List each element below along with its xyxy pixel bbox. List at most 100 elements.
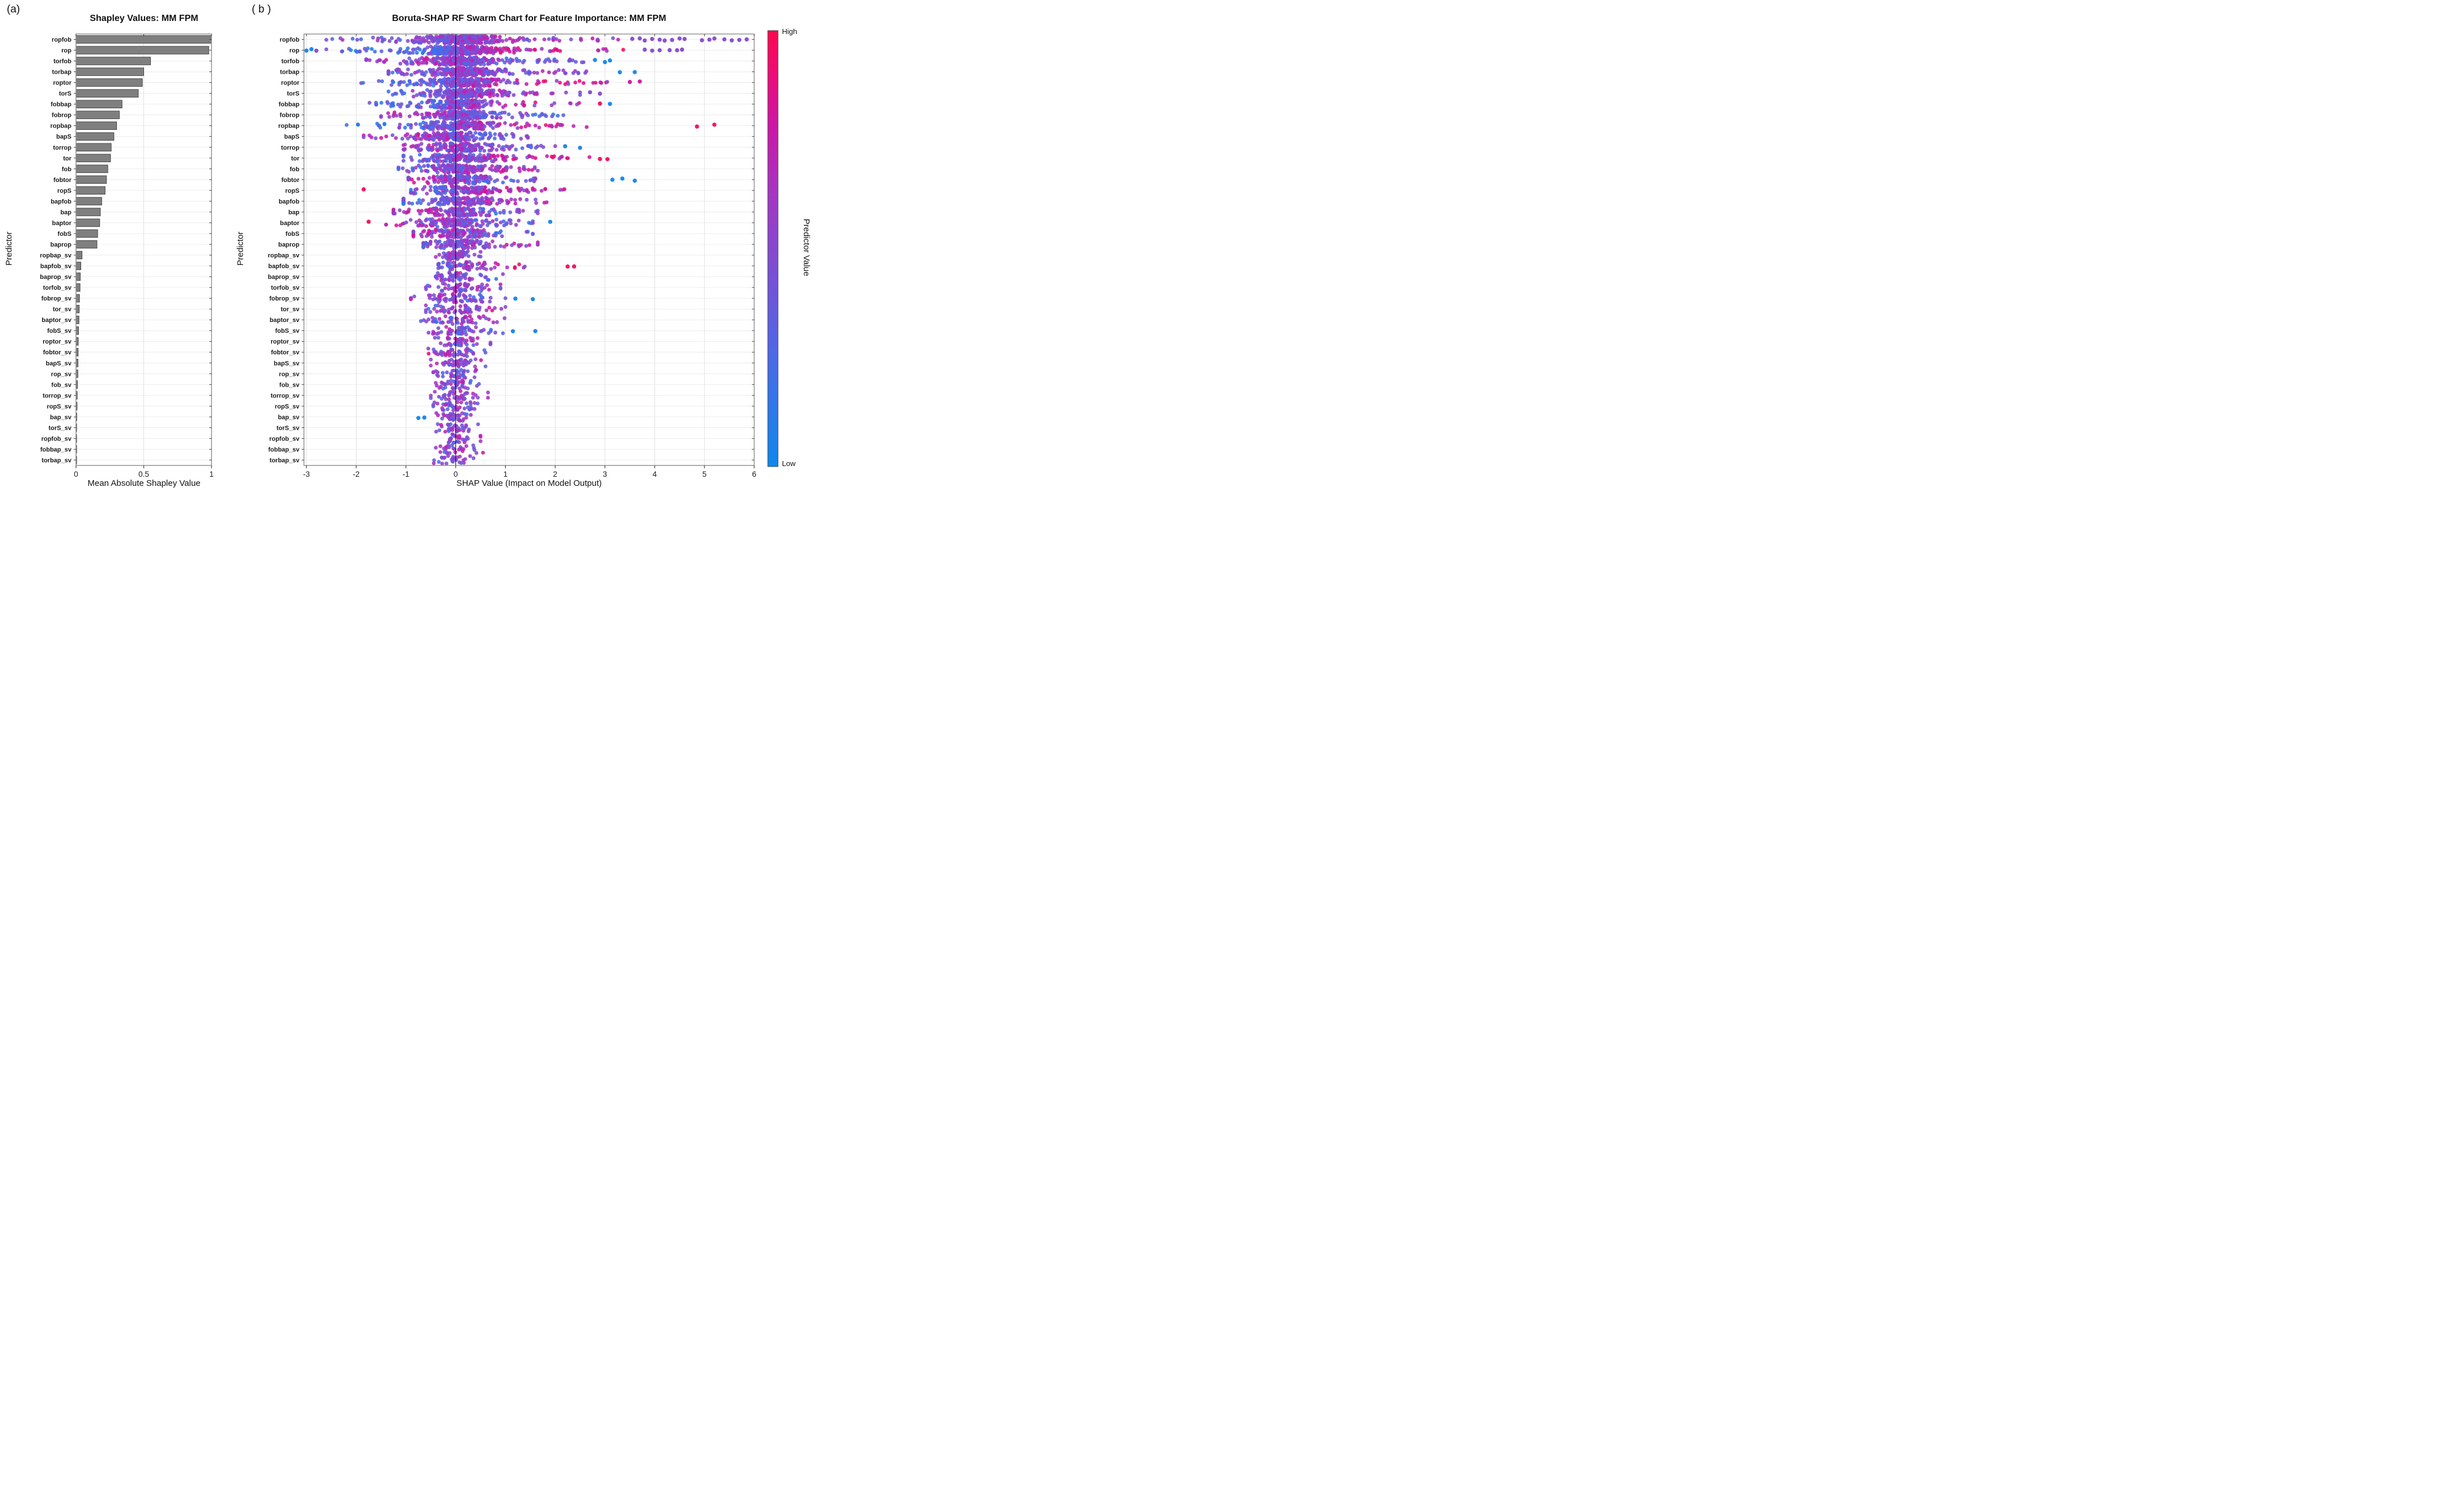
swarm-point — [441, 135, 445, 140]
swarm-point — [349, 48, 353, 52]
swarm-point — [569, 37, 573, 41]
swarm-point — [501, 46, 506, 50]
swarm-point — [464, 223, 469, 228]
swarm-point — [493, 35, 498, 39]
swarm-point — [468, 336, 472, 340]
swarm-point — [460, 244, 464, 248]
y-tick-label: torfob — [53, 58, 71, 65]
y-tick-label: baprop_sv — [40, 274, 72, 281]
panel-a-xlabel: Mean Absolute Shapley Value — [87, 478, 201, 488]
swarm-point — [489, 267, 493, 271]
swarm-point — [544, 123, 548, 128]
swarm-point — [425, 180, 429, 184]
swarm-point — [438, 133, 443, 137]
swarm-point — [604, 49, 609, 53]
swarm-point — [527, 221, 531, 225]
swarm-point — [493, 331, 497, 335]
swarm-point — [431, 70, 436, 75]
swarm-point — [519, 137, 523, 141]
swarm-outlier-point — [593, 58, 597, 62]
swarm-point — [496, 67, 500, 71]
swarm-point — [515, 179, 520, 184]
swarm-outlier-point — [605, 157, 610, 162]
swarm-point — [456, 283, 461, 287]
swarm-point — [407, 170, 411, 174]
swarm-point — [442, 47, 447, 51]
swarm-point — [484, 233, 488, 238]
swarm-point — [515, 78, 519, 82]
swarm-point — [373, 49, 377, 54]
bar — [75, 315, 79, 324]
swarm-point — [441, 56, 445, 60]
swarm-point — [462, 175, 466, 179]
swarm-point — [485, 101, 489, 106]
swarm-point — [577, 79, 582, 83]
swarm-point — [554, 37, 559, 41]
swarm-point — [477, 232, 481, 236]
swarm-point — [357, 49, 362, 53]
swarm-point — [509, 197, 513, 201]
swarm-point — [470, 287, 473, 291]
bar — [75, 261, 82, 270]
swarm-point — [454, 274, 458, 278]
y-tick-label: fobtor — [53, 177, 71, 184]
swarm-point — [510, 143, 514, 148]
swarm-point — [433, 227, 438, 232]
swarm-point — [465, 66, 470, 71]
swarm-point — [536, 168, 540, 173]
swarm-point — [482, 84, 486, 88]
swarm-point — [462, 273, 467, 277]
swarm-point — [445, 113, 449, 117]
swarm-point — [330, 37, 335, 41]
swarm-point — [443, 110, 447, 114]
swarm-point — [415, 187, 419, 191]
swarm-point — [467, 41, 471, 45]
swarm-point — [466, 180, 470, 184]
swarm-point — [466, 79, 470, 83]
swarm-outlier-point — [314, 48, 319, 53]
swarm-point — [463, 197, 468, 202]
swarm-point — [418, 41, 423, 45]
swarm-point — [439, 304, 443, 308]
swarm-point — [425, 243, 430, 247]
swarm-point — [426, 100, 430, 104]
swarm-point — [449, 141, 454, 146]
swarm-point — [435, 125, 439, 130]
swarm-point — [527, 71, 531, 76]
swarm-point — [504, 176, 508, 180]
swarm-point — [491, 77, 495, 82]
swarm-point — [443, 299, 448, 303]
swarm-point — [401, 196, 405, 201]
swarm-point — [391, 92, 395, 97]
swarm-point — [402, 73, 407, 77]
swarm-point — [514, 103, 518, 107]
swarm-point — [390, 36, 394, 40]
swarm-point — [466, 62, 470, 66]
swarm-point — [410, 158, 414, 162]
swarm-point — [464, 348, 468, 352]
swarm-point — [441, 95, 445, 99]
swarm-point — [490, 196, 494, 200]
swarm-point — [432, 99, 437, 103]
swarm-point — [545, 154, 549, 158]
swarm-point — [531, 179, 536, 183]
swarm-outlier-point — [578, 146, 582, 150]
swarm-outlier-point — [657, 48, 662, 53]
swarm-point — [527, 154, 532, 158]
swarm-point — [404, 221, 408, 225]
y-tick-label: fobrop — [52, 112, 71, 119]
swarm-point — [406, 175, 411, 180]
swarm-point — [446, 221, 450, 225]
bar — [75, 121, 117, 130]
swarm-point — [460, 299, 464, 304]
panel-a-title: Shapley Values: MM FPM — [90, 14, 198, 23]
swarm-point — [463, 149, 467, 153]
swarm-point — [534, 91, 539, 95]
swarm-point — [396, 67, 400, 71]
swarm-point — [384, 222, 388, 227]
swarm-point — [384, 134, 388, 139]
swarm-point — [444, 159, 449, 163]
swarm-outlier-point — [632, 70, 637, 74]
swarm-point — [438, 45, 442, 49]
y-tick-label: torbap — [52, 69, 72, 76]
